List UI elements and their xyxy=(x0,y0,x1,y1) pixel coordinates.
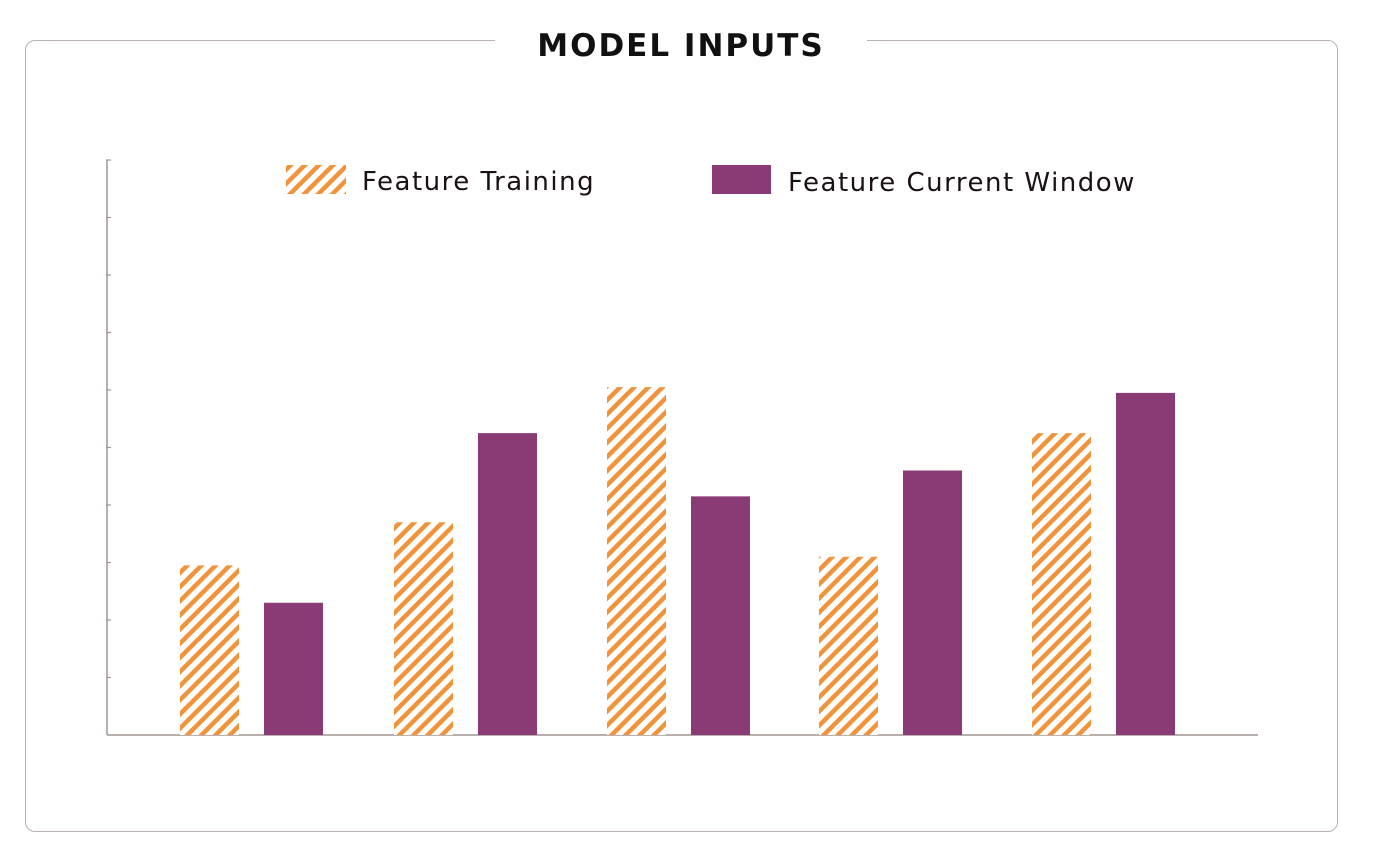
legend-item-feature-training[interactable]: Feature Training xyxy=(286,165,595,197)
bar-feature-current-window[interactable] xyxy=(691,496,750,735)
legend: Feature Training Feature Current Window xyxy=(286,165,1136,198)
y-axis-ticks xyxy=(106,159,111,679)
legend-label-feature-current-window: Feature Current Window xyxy=(788,168,1136,198)
bar-feature-training[interactable] xyxy=(607,387,666,735)
bar-feature-training[interactable] xyxy=(180,565,239,735)
bar-feature-current-window[interactable] xyxy=(1116,392,1175,735)
chart-title: MODEL INPUTS xyxy=(537,28,825,64)
bars xyxy=(180,387,1175,735)
title-container: MODEL INPUTS xyxy=(495,18,867,74)
bar-feature-training[interactable] xyxy=(1032,433,1091,735)
legend-swatch-feature-current-window xyxy=(712,165,771,194)
legend-item-feature-current-window[interactable]: Feature Current Window xyxy=(712,165,1136,198)
bar-feature-current-window[interactable] xyxy=(478,433,537,735)
bar-feature-current-window[interactable] xyxy=(903,470,962,736)
bar-feature-training[interactable] xyxy=(394,522,453,735)
bar-feature-current-window[interactable] xyxy=(264,602,323,735)
legend-swatch-feature-training xyxy=(286,165,346,194)
bar-feature-training[interactable] xyxy=(819,556,878,735)
legend-label-feature-training: Feature Training xyxy=(362,167,595,197)
